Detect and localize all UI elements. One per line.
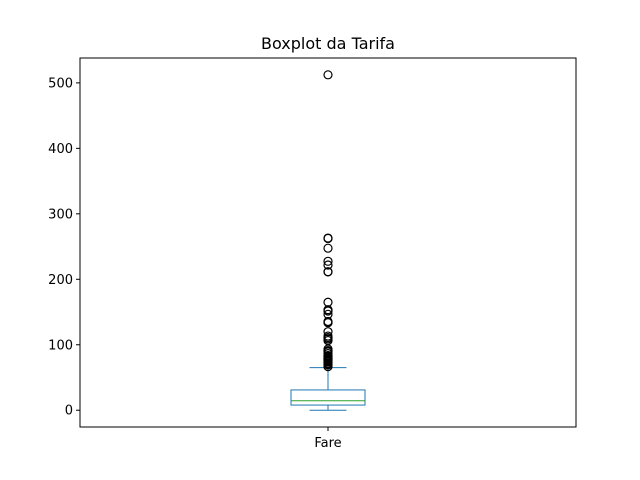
outlier-point [323, 260, 333, 270]
outlier-point [323, 70, 333, 80]
outlier-point [323, 243, 333, 253]
chart-title: Boxplot da Tarifa [261, 34, 395, 53]
outlier-point [323, 316, 333, 327]
y-tick-label: 100 [48, 338, 73, 353]
outlier-point [323, 256, 333, 266]
y-tick-label: 0 [65, 404, 73, 419]
outlier-point [323, 267, 333, 277]
outlier-point [323, 233, 333, 243]
outlier-point [323, 331, 333, 341]
y-tick-label: 200 [48, 273, 73, 288]
outlier-point [323, 297, 333, 307]
y-tick-label: 400 [48, 142, 73, 157]
outlier-group [323, 70, 333, 372]
outlier-point [323, 327, 333, 337]
x-axis: Fare [314, 427, 342, 451]
iqr-box [290, 389, 366, 406]
y-axis: 0 100 200 300 400 500 [48, 76, 80, 419]
y-tick-label: 300 [48, 207, 73, 222]
x-tick-label: Fare [314, 436, 341, 451]
box-group [290, 367, 366, 411]
outlier-point [323, 309, 333, 319]
y-tick-label: 500 [48, 76, 73, 91]
